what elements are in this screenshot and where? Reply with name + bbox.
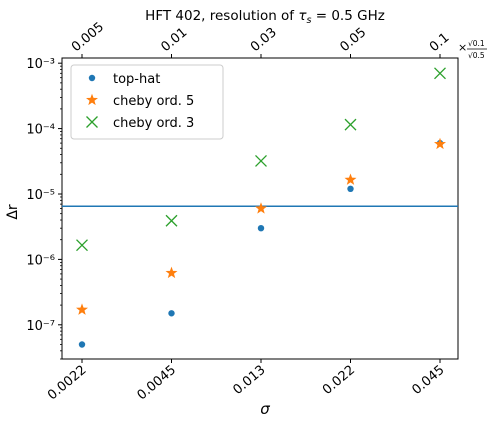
chart-title-tau: τ: [298, 8, 307, 24]
y-tick-label: 10⁻⁷: [26, 319, 55, 334]
legend-label: top-hat: [113, 72, 160, 87]
data-point: [434, 67, 446, 80]
legend-marker: [86, 116, 98, 128]
top-axis-multiplier: × √0.1 √0.5: [458, 39, 487, 60]
data-point: [344, 173, 357, 185]
top-x-tick-label: 0.01: [158, 25, 190, 55]
data-point: [165, 266, 178, 279]
data-point: [257, 224, 265, 232]
series-cheby-ord-5: [76, 137, 446, 315]
top-x-tick-label: 0.1: [427, 30, 452, 55]
data-point: [344, 118, 357, 131]
top-axis-multiplier-prefix: ×: [458, 41, 467, 54]
chart-title-sub: s: [307, 15, 312, 26]
x-tick-label: 0.022: [320, 363, 358, 398]
y-tick-label: 10⁻⁵: [26, 188, 55, 203]
data-point: [76, 303, 88, 315]
chart-title-suffix: = 0.5 GHz: [311, 8, 384, 24]
legend-item: cheby ord. 3: [86, 116, 194, 131]
legend-marker: [86, 93, 98, 106]
y-axis-label: Δr: [5, 204, 21, 220]
x-tick-label: 0.0045: [135, 363, 179, 404]
legend-item: top-hat: [88, 72, 160, 87]
legend: top-hat cheby ord. 5 cheby ord. 3: [70, 64, 224, 140]
x-axis-label: σ: [260, 400, 270, 418]
top-axis-multiplier-numerator: √0.1: [468, 39, 485, 48]
y-tick-label: 10⁻³: [26, 57, 55, 72]
legend-frame: [70, 64, 224, 140]
data-point: [347, 185, 354, 193]
y-tick-label: 10⁻⁴: [26, 123, 55, 138]
data-point: [255, 202, 267, 214]
top-axis-multiplier-denominator: √0.5: [468, 51, 485, 60]
chart-title-prefix: HFT 402, resolution of: [145, 8, 298, 24]
top-x-tick-label: 0.005: [69, 20, 107, 55]
data-point: [76, 239, 88, 252]
data-point: [255, 154, 267, 167]
data-point: [168, 310, 175, 317]
series-top-hat: [78, 139, 444, 348]
data-point: [434, 137, 446, 150]
series-cheby-ord-3: [76, 67, 446, 252]
chart-title: HFT 402, resolution of τs = 0.5 GHz: [145, 8, 385, 26]
legend-marker: [88, 74, 96, 82]
plot-area: 10⁻⁷ 10⁻⁶ 10⁻⁵ 10⁻⁴ 10⁻³ 0.0022 0.0045 0.013 0.0…: [26, 20, 459, 404]
data-point: [78, 341, 86, 348]
x-tick-label: 0.013: [230, 363, 268, 398]
y-tick-label: 10⁻⁶: [26, 253, 55, 268]
legend-label: cheby ord. 5: [113, 94, 194, 109]
x-tick-label: 0.045: [409, 363, 447, 398]
x-tick-label: 0.0022: [45, 363, 89, 404]
legend-item: cheby ord. 5: [86, 93, 194, 109]
top-x-tick-label: 0.05: [337, 25, 369, 55]
top-x-tick-label: 0.03: [248, 25, 280, 55]
data-point: [165, 214, 178, 227]
legend-label: cheby ord. 3: [113, 116, 194, 131]
